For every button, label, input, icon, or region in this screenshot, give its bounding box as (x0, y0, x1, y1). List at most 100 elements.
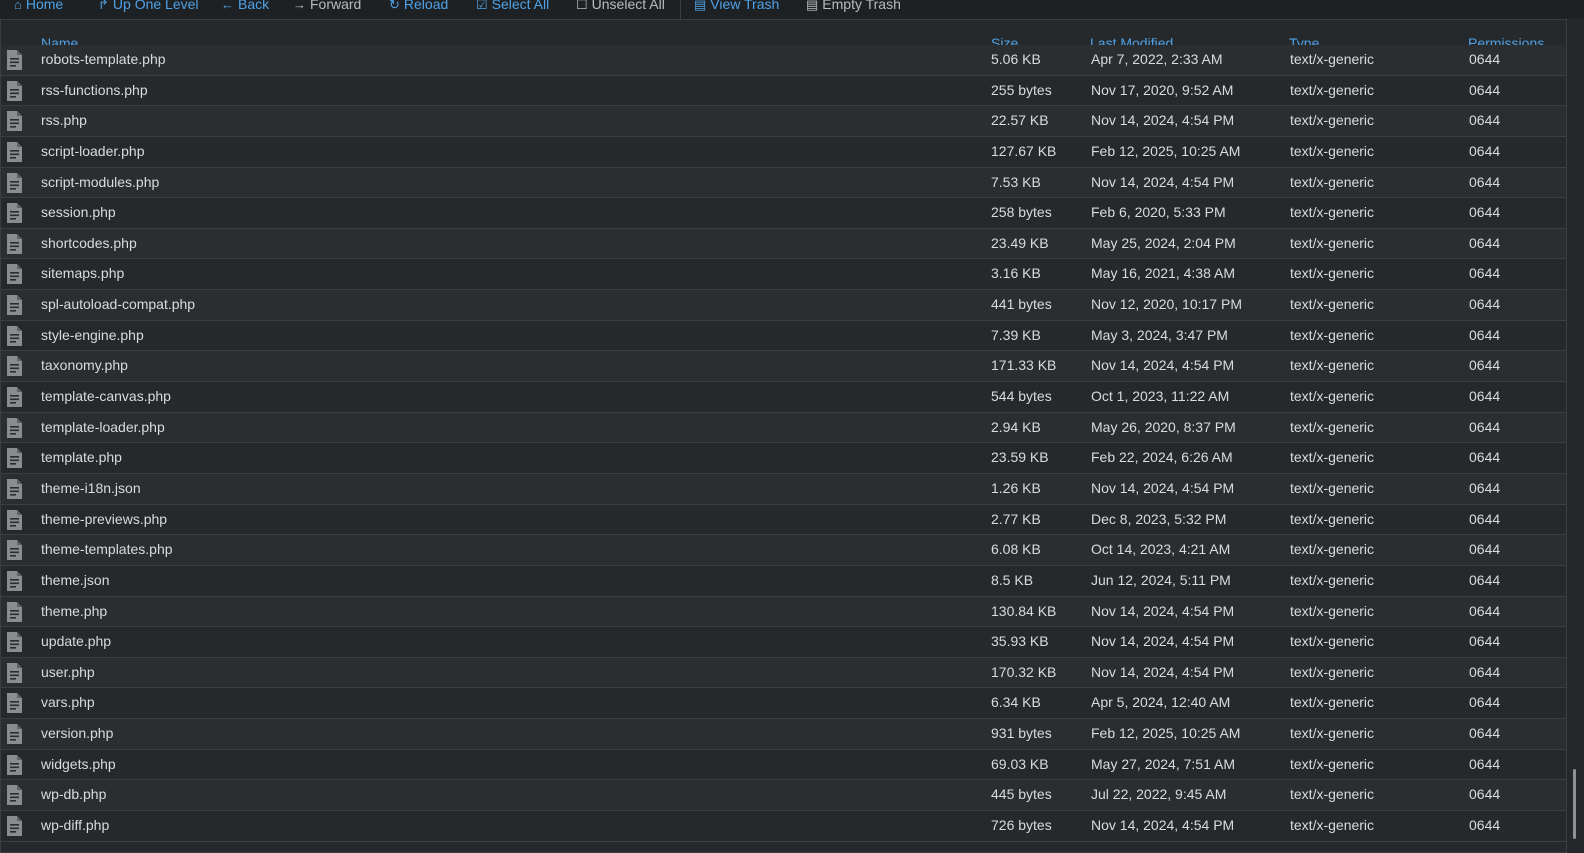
file-name[interactable]: wp-db.php (41, 786, 107, 803)
table-row[interactable]: version.php 931 bytes Feb 12, 2025, 10:25 … (1, 719, 1566, 750)
file-name[interactable]: shortcodes.php (41, 234, 137, 251)
file-name[interactable]: session.php (41, 204, 116, 221)
file-size: 726 bytes (991, 817, 1052, 834)
table-row[interactable]: template-canvas.php 544 bytes Oct 1, 2023,… (1, 382, 1566, 413)
table-row[interactable]: theme-previews.php 2.77 KB Dec 8, 2023, 5:… (1, 504, 1566, 536)
file-name[interactable]: script-modules.php (41, 173, 160, 190)
vertical-scrollbar[interactable] (1566, 19, 1584, 853)
table-row[interactable]: script-loader.php 127.67 KB Feb 12, 2025, … (1, 136, 1566, 168)
file-permissions: 0644 (1469, 51, 1501, 67)
table-row[interactable]: taxonomy.php 171.33 KB Nov 14, 2024, 4:54 … (1, 351, 1566, 383)
file-type: text/x-generic (1290, 510, 1375, 527)
file-size: 7.53 KB (991, 173, 1041, 190)
file-name[interactable]: user.php (41, 663, 95, 680)
file-text-icon (6, 784, 23, 806)
unselect-all-button[interactable]: ☐ Unselect All (576, 0, 665, 15)
file-name[interactable]: theme.php (41, 602, 108, 619)
checkbox-empty-icon: ☐ (576, 0, 588, 12)
file-name[interactable]: theme-previews.php (41, 510, 168, 527)
file-last-modified: Oct 1, 2023, 11:22 AM (1091, 388, 1230, 405)
file-last-modified: Nov 17, 2020, 9:52 AM (1091, 81, 1234, 98)
empty-trash-button[interactable]: ▤ Empty Trash (806, 0, 901, 15)
file-permissions: 0644 (1469, 663, 1501, 680)
scrollbar-thumb[interactable] (1573, 769, 1576, 839)
table-row[interactable]: theme.php 130.84 KB Nov 14, 2024, 4:54 PM t… (1, 596, 1566, 628)
file-permissions: 0644 (1469, 510, 1501, 527)
file-permissions: 0644 (1469, 449, 1501, 466)
file-name[interactable]: sitemaps.php (41, 265, 125, 282)
file-name[interactable]: theme-templates.php (41, 541, 173, 558)
file-type: text/x-generic (1290, 326, 1375, 343)
table-row[interactable]: shortcodes.php 23.49 KB May 25, 2024, 2:04… (1, 228, 1566, 260)
table-row[interactable]: session.php 258 bytes Feb 6, 2020, 5:33 PM… (1, 198, 1566, 229)
file-last-modified: Feb 22, 2024, 6:26 AM (1091, 449, 1233, 466)
table-row[interactable]: user.php 170.32 KB Nov 14, 2024, 4:54 PM te… (1, 657, 1566, 689)
file-name[interactable]: rss-functions.php (41, 81, 148, 98)
table-row[interactable]: widgets.php 69.03 KB May 27, 2024, 7:51 AM… (1, 749, 1566, 781)
file-name[interactable]: taxonomy.php (41, 357, 128, 374)
table-row[interactable]: template.php 23.59 KB Feb 22, 2024, 6:26 A… (1, 443, 1566, 474)
file-size: 35.93 KB (991, 633, 1049, 650)
file-size: 441 bytes (991, 296, 1052, 313)
file-name[interactable]: spl-autoload-compat.php (41, 296, 196, 313)
file-name[interactable]: template-canvas.php (41, 388, 171, 405)
table-row[interactable]: script-modules.php 7.53 KB Nov 14, 2024, 4… (1, 167, 1566, 199)
table-row[interactable]: template-loader.php 2.94 KB May 26, 2020, … (1, 412, 1566, 444)
table-row[interactable]: rss-functions.php 255 bytes Nov 17, 2020, … (1, 75, 1566, 107)
table-row[interactable]: wp-db.php 445 bytes Jul 22, 2022, 9:45 AM t… (1, 780, 1566, 812)
file-name[interactable]: theme.json (41, 571, 110, 588)
file-permissions: 0644 (1469, 479, 1501, 496)
file-name[interactable]: robots-template.php (41, 51, 166, 67)
table-row[interactable]: wp-diff.php 726 bytes Nov 14, 2024, 4:54 P… (1, 811, 1566, 842)
file-name[interactable]: script-loader.php (41, 142, 145, 159)
toolbar-divider (680, 0, 681, 19)
file-last-modified: Nov 14, 2024, 4:54 PM (1091, 602, 1235, 619)
file-name[interactable]: template.php (41, 449, 122, 466)
file-size: 23.59 KB (991, 449, 1049, 466)
file-text-icon (6, 631, 23, 653)
file-permissions: 0644 (1469, 571, 1501, 588)
home-label: Home (25, 0, 64, 12)
file-last-modified: Dec 8, 2023, 5:32 PM (1091, 510, 1227, 527)
file-last-modified: Apr 7, 2022, 2:33 AM (1091, 51, 1223, 67)
file-name[interactable]: theme-i18n.json (41, 479, 141, 496)
file-name[interactable]: widgets.php (41, 755, 116, 772)
file-permissions: 0644 (1469, 388, 1501, 405)
back-button[interactable]: ← Back (221, 0, 269, 15)
file-type: text/x-generic (1290, 51, 1375, 67)
file-last-modified: May 26, 2020, 8:37 PM (1091, 418, 1236, 435)
home-button[interactable]: ⌂ Home (14, 0, 63, 15)
table-row[interactable]: update.php 35.93 KB Nov 14, 2024, 4:54 PM t… (1, 627, 1566, 658)
table-row[interactable]: theme.json 8.5 KB Jun 12, 2024, 5:11 PM tex… (1, 565, 1566, 597)
reload-button[interactable]: ↻ Reload (389, 0, 448, 15)
file-text-icon (6, 325, 23, 347)
file-name[interactable]: style-engine.php (41, 326, 144, 343)
file-last-modified: Nov 12, 2020, 10:17 PM (1091, 296, 1242, 313)
view-trash-button[interactable]: ▤ View Trash (694, 0, 779, 15)
file-size: 6.08 KB (991, 541, 1041, 558)
file-size: 130.84 KB (991, 602, 1057, 619)
table-row[interactable]: theme-templates.php 6.08 KB Oct 14, 2023, … (1, 535, 1566, 566)
table-row[interactable]: theme-i18n.json 1.26 KB Nov 14, 2024, 4:54… (1, 473, 1566, 505)
table-row[interactable]: spl-autoload-compat.php 441 bytes Nov 12, … (1, 290, 1566, 321)
file-text-icon (6, 754, 23, 776)
file-name[interactable]: wp-diff.php (41, 817, 110, 834)
file-size: 22.57 KB (991, 112, 1049, 129)
file-name[interactable]: vars.php (41, 694, 95, 711)
table-row[interactable]: style-engine.php 7.39 KB May 3, 2024, 3:47… (1, 320, 1566, 352)
select-all-button[interactable]: ☑ Select All (476, 0, 549, 15)
file-name[interactable]: template-loader.php (41, 418, 165, 435)
table-row[interactable]: vars.php 6.34 KB Apr 5, 2024, 12:40 AM text… (1, 688, 1566, 720)
file-name[interactable]: update.php (41, 633, 112, 650)
table-row[interactable]: robots-template.php 5.06 KB Apr 7, 2022, 2… (1, 45, 1566, 76)
file-size: 171.33 KB (991, 357, 1057, 374)
table-row[interactable]: sitemaps.php 3.16 KB May 16, 2021, 4:38 AM… (1, 259, 1566, 291)
file-type: text/x-generic (1290, 725, 1375, 742)
file-last-modified: Jul 22, 2022, 9:45 AM (1091, 786, 1227, 803)
file-name[interactable]: rss.php (41, 112, 87, 129)
table-row[interactable]: rss.php 22.57 KB Nov 14, 2024, 4:54 PM text… (1, 106, 1566, 137)
forward-button[interactable]: → Forward (293, 0, 361, 15)
up-one-level-button[interactable]: ↱ Up One Level (98, 0, 199, 15)
file-name[interactable]: version.php (41, 725, 114, 742)
file-last-modified: Nov 14, 2024, 4:54 PM (1091, 479, 1235, 496)
